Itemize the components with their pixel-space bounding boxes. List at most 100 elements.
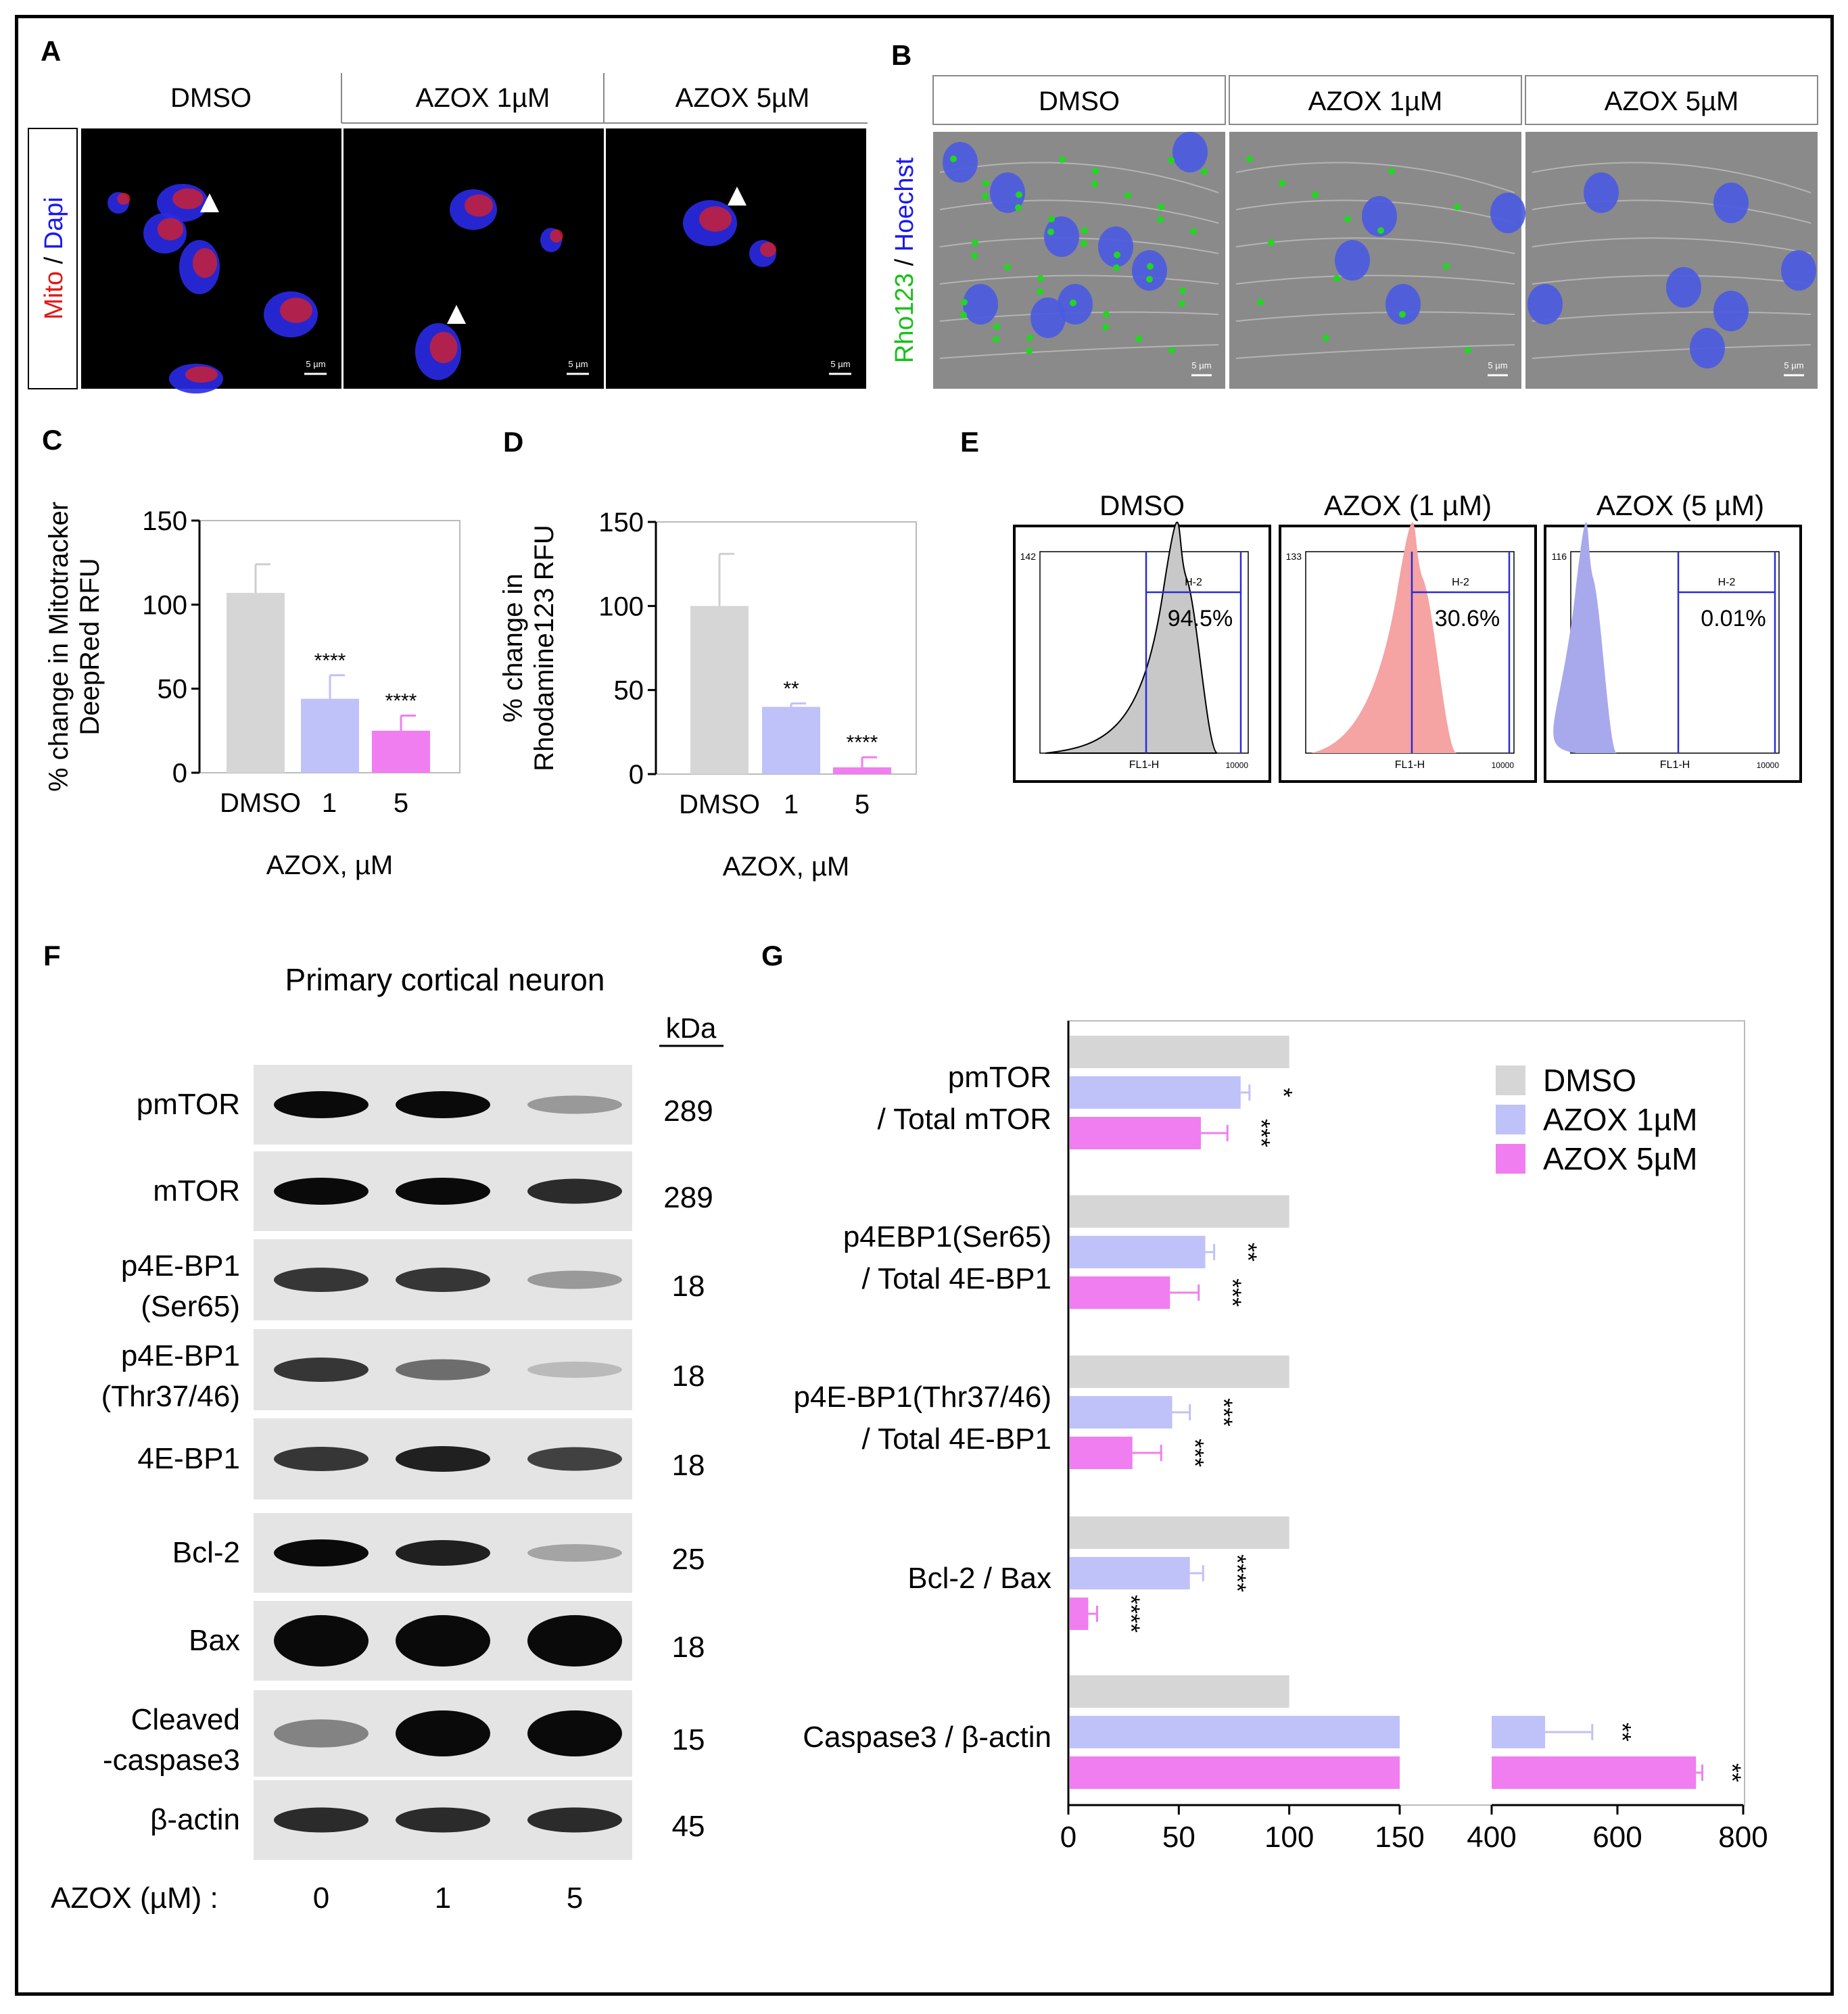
legend-swatch: [1496, 1065, 1525, 1095]
rho123-puncta: [1168, 347, 1175, 354]
scale-bar-label: 5 µm: [568, 359, 588, 369]
rho123-puncta: [1037, 275, 1044, 282]
panel-letter-e: E: [960, 426, 979, 458]
blot-band: [527, 1095, 622, 1114]
category-label: pmTOR: [948, 1061, 1051, 1094]
chart-panel-d: 0 50 100 150 DMSO ** 1 **** 5 AZOX, µM % change in…: [498, 508, 917, 882]
mito-stain: [550, 229, 563, 243]
x-tick-label: 0: [1060, 1821, 1076, 1854]
rho123-puncta: [1147, 263, 1154, 270]
mito-stain: [193, 248, 217, 278]
panel-letter-d: D: [503, 426, 523, 458]
x-tick-label: 100: [1264, 1821, 1314, 1854]
significance-marker: ****: [385, 690, 417, 712]
bar-dmso: [1070, 1516, 1289, 1549]
significance-marker: ****: [847, 732, 878, 754]
blot-kda: 289: [663, 1095, 713, 1128]
y-tick-label: 150: [142, 506, 187, 536]
y-axis-title: % change in MitotrackerDeepRed RFU: [44, 502, 105, 792]
flow-ymax-label: 116: [1552, 551, 1567, 562]
rho123-puncta: [1004, 264, 1011, 270]
neurite: [939, 344, 1219, 359]
significance-marker: ***: [1219, 1278, 1247, 1307]
dose-axis-label: AZOX (µM) :: [51, 1881, 218, 1915]
blot-row-label: mTOR: [153, 1174, 240, 1207]
category-label-line2: / Total 4E-BP1: [862, 1422, 1051, 1456]
legend-label: AZOX 1µM: [1543, 1102, 1697, 1137]
rho123-puncta: [1443, 263, 1450, 270]
blot-row-label-line2: (Ser65): [141, 1290, 240, 1323]
blot-band: [527, 1270, 622, 1289]
rho123-puncta: [1179, 287, 1186, 294]
scale-bar-label: 5 µm: [1488, 360, 1507, 370]
blot-kda: 25: [672, 1543, 705, 1576]
rho123-puncta: [993, 336, 999, 343]
blot-row: Bax 18: [189, 1601, 705, 1681]
gate-percent: 30.6%: [1435, 606, 1500, 631]
rho123-puncta: [1059, 156, 1066, 163]
rho123-puncta: [972, 239, 978, 246]
panel-b-header-box: [1525, 75, 1818, 125]
blot-band: [396, 1446, 490, 1472]
side-label-part: Hoechst: [891, 157, 919, 251]
blot-title: Primary cortical neuron: [285, 962, 605, 997]
significance-marker: ****: [1117, 1595, 1145, 1633]
rho123-puncta: [1015, 204, 1022, 211]
rho123-puncta: [1135, 335, 1142, 342]
legend-label: DMSO: [1543, 1063, 1636, 1098]
blot-band: [527, 1615, 622, 1667]
bar-1: [301, 698, 359, 773]
blot-band: [274, 1615, 369, 1667]
gate-label: H-2: [1452, 577, 1469, 588]
x-tick-label: 800: [1718, 1821, 1768, 1854]
category-label: p4EBP1(Ser65): [843, 1220, 1051, 1253]
y-tick-label: 0: [629, 760, 644, 790]
blot-row-label: β-actin: [150, 1803, 240, 1836]
flow-xmax-label: 10000: [1492, 761, 1515, 770]
rho123-puncta: [1333, 275, 1340, 282]
cell-nucleus: [1713, 183, 1749, 223]
y-tick-label: 100: [598, 592, 644, 621]
bar-dmso: [690, 606, 749, 774]
category-label: Caspase3 / β-actin: [803, 1721, 1051, 1754]
blot-row: Bcl-2 25: [172, 1513, 705, 1593]
blot-band: [396, 1615, 490, 1667]
bar-azox-1um: [1070, 1396, 1172, 1429]
blot-kda: 18: [672, 1449, 705, 1482]
y-tick-label: 50: [614, 676, 644, 706]
blot-row: pmTOR 289: [137, 1065, 713, 1145]
side-label-part: /: [40, 249, 68, 271]
significance-marker: **: [1719, 1763, 1747, 1782]
significance-marker: **: [783, 678, 799, 700]
rho123-puncta: [1323, 335, 1329, 341]
rho123-puncta: [1179, 300, 1185, 307]
y-axis-title-line: % change in: [498, 573, 528, 722]
neurite: [1532, 162, 1811, 193]
panel-b-header: DMSO: [1039, 87, 1120, 116]
flow-ymax-label: 133: [1286, 551, 1302, 562]
blot-row-label: Bax: [189, 1624, 240, 1657]
blot-row-label-line2: (Thr37/46): [101, 1380, 240, 1413]
significance-marker: ***: [1181, 1439, 1209, 1467]
blot-band: [274, 1091, 369, 1118]
blot-kda: 15: [672, 1723, 705, 1756]
neurite: [1532, 344, 1811, 359]
bar-dmso: [1070, 1036, 1289, 1068]
rho123-puncta: [950, 155, 957, 162]
rho123-puncta: [1092, 168, 1099, 174]
panel-a-header: AZOX 1µM: [416, 83, 550, 113]
bar-azox-5um: [1070, 1276, 1170, 1309]
blot-row: 4E-BP1 18: [137, 1418, 705, 1500]
bar-azox-1um-continued: [1492, 1716, 1546, 1748]
bar-dmso: [227, 592, 285, 773]
flow-histogram: AZOX (1 µM) 133 FL1-H 10000 H-2 30.6%: [1279, 489, 1537, 783]
panel-b-header-box: [1229, 75, 1522, 125]
neurite: [939, 274, 1219, 285]
rho123-puncta: [1070, 299, 1076, 306]
bar-5: [372, 730, 430, 773]
rho123-puncta: [1465, 347, 1471, 354]
y-axis-title: % change inRhodamine123 RFU: [498, 525, 559, 771]
category-label: p4E-BP1(Thr37/46): [793, 1381, 1051, 1414]
cell-nucleus: [963, 284, 998, 325]
blot-row-label: 4E-BP1: [137, 1442, 240, 1475]
